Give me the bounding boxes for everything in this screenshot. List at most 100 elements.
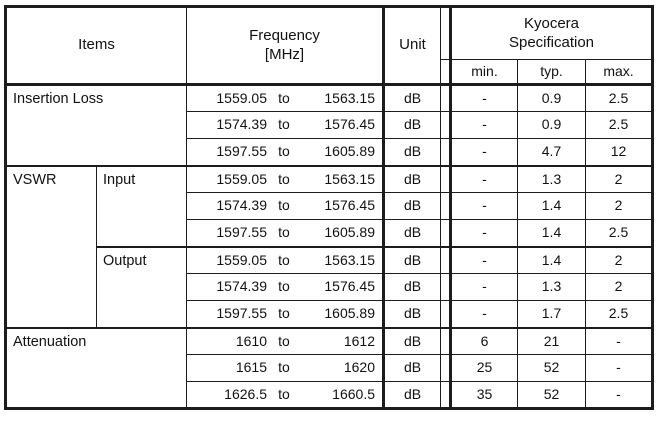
cell-typ: 21 <box>517 327 586 355</box>
freq-to-word: to <box>278 89 290 106</box>
cell-max: - <box>585 381 653 409</box>
col-header-kyocera-spec: Kyocera Specification <box>449 6 653 60</box>
freq-to-word: to <box>278 305 290 321</box>
cell-min: - <box>449 192 518 220</box>
freq-to: 1620 <box>343 359 375 376</box>
freq-from: 1615 <box>235 359 267 376</box>
col-header-typ: typ. <box>517 59 586 86</box>
spec-divider-gap <box>440 327 452 355</box>
frequency-unit-label: [MHz] <box>264 45 305 63</box>
spec-divider-gap <box>440 138 452 167</box>
freq-from: 1559.05 <box>216 89 267 106</box>
cell-typ: 1.4 <box>517 192 586 220</box>
cell-frequency: 1574.39 to 1576.45 <box>186 273 385 301</box>
col-header-items: Items <box>5 6 187 86</box>
freq-to: 1612 <box>343 332 375 349</box>
cell-typ: 52 <box>517 354 586 382</box>
spec-label-brand: Kyocera <box>523 14 580 32</box>
freq-from: 1597.55 <box>216 305 267 321</box>
col-header-frequency: Frequency [MHz] <box>186 6 385 86</box>
cell-max: 2.5 <box>585 219 653 248</box>
cell-min: - <box>449 300 518 329</box>
freq-to: 1605.89 <box>324 143 375 159</box>
item-vswr-input: Input <box>96 165 187 248</box>
cell-min: 6 <box>449 327 518 355</box>
cell-frequency: 1615 to 1620 <box>186 354 385 382</box>
cell-unit: dB <box>382 300 441 329</box>
cell-unit: dB <box>382 219 441 248</box>
cell-frequency: 1597.55 to 1605.89 <box>186 219 385 248</box>
cell-max: 2.5 <box>585 300 653 329</box>
spec-divider-gap <box>440 354 452 382</box>
cell-max: 2 <box>585 273 653 301</box>
freq-from: 1574.39 <box>216 116 267 133</box>
cell-frequency: 1559.05 to 1563.15 <box>186 246 385 274</box>
spec-divider-gap <box>440 219 452 248</box>
spec-divider-gap <box>440 165 452 193</box>
col-header-min: min. <box>449 59 518 86</box>
cell-frequency: 1597.55 to 1605.89 <box>186 138 385 167</box>
cell-max: 2.5 <box>585 84 653 112</box>
cell-min: 35 <box>449 381 518 409</box>
cell-min: - <box>449 84 518 112</box>
cell-typ: 1.3 <box>517 273 586 301</box>
cell-min: - <box>449 273 518 301</box>
freq-to-word: to <box>278 251 290 268</box>
spec-divider-gap <box>440 300 452 329</box>
cell-min: - <box>449 111 518 139</box>
cell-frequency: 1626.5 to 1660.5 <box>186 381 385 409</box>
item-vswr: VSWR <box>5 165 97 329</box>
item-vswr-output: Output <box>96 246 187 329</box>
cell-typ: 1.3 <box>517 165 586 193</box>
cell-unit: dB <box>382 138 441 167</box>
freq-to: 1563.15 <box>324 170 375 187</box>
col-header-unit: Unit <box>382 6 441 86</box>
cell-max: 2 <box>585 192 653 220</box>
spec-divider-gap <box>440 84 452 112</box>
freq-to-word: to <box>278 224 290 240</box>
spec-divider-gap <box>440 192 452 220</box>
cell-frequency: 1574.39 to 1576.45 <box>186 192 385 220</box>
cell-max: 12 <box>585 138 653 167</box>
freq-from: 1610 <box>235 332 267 349</box>
cell-unit: dB <box>382 354 441 382</box>
freq-to-word: to <box>278 359 290 376</box>
cell-min: - <box>449 165 518 193</box>
spec-label-word: Specification <box>508 33 595 51</box>
spec-divider-gap <box>440 111 452 139</box>
specification-table: Items Frequency [MHz] Unit Kyocera Speci… <box>4 5 654 410</box>
freq-to: 1660.5 <box>332 385 375 402</box>
freq-to-word: to <box>278 332 290 349</box>
cell-unit: dB <box>382 327 441 355</box>
freq-to: 1605.89 <box>324 224 375 240</box>
freq-from: 1559.05 <box>216 170 267 187</box>
spec-divider-gap <box>440 59 452 86</box>
freq-from: 1574.39 <box>216 197 267 214</box>
freq-from: 1597.55 <box>216 143 267 159</box>
cell-typ: 4.7 <box>517 138 586 167</box>
cell-max: 2.5 <box>585 111 653 139</box>
spec-divider-gap <box>440 381 452 409</box>
cell-unit: dB <box>382 273 441 301</box>
cell-max: 2 <box>585 246 653 274</box>
freq-to: 1576.45 <box>324 278 375 295</box>
cell-max: 2 <box>585 165 653 193</box>
cell-typ: 52 <box>517 381 586 409</box>
cell-typ: 0.9 <box>517 111 586 139</box>
cell-frequency: 1597.55 to 1605.89 <box>186 300 385 329</box>
freq-to-word: to <box>278 197 290 214</box>
cell-frequency: 1559.05 to 1563.15 <box>186 165 385 193</box>
cell-unit: dB <box>382 246 441 274</box>
cell-min: - <box>449 246 518 274</box>
cell-min: - <box>449 138 518 167</box>
cell-unit: dB <box>382 84 441 112</box>
freq-to: 1563.15 <box>324 251 375 268</box>
freq-to: 1576.45 <box>324 197 375 214</box>
cell-unit: dB <box>382 192 441 220</box>
freq-to-word: to <box>278 116 290 133</box>
cell-unit: dB <box>382 381 441 409</box>
freq-to-word: to <box>278 170 290 187</box>
spec-divider-gap <box>440 6 452 60</box>
cell-typ: 1.7 <box>517 300 586 329</box>
freq-from: 1559.05 <box>216 251 267 268</box>
